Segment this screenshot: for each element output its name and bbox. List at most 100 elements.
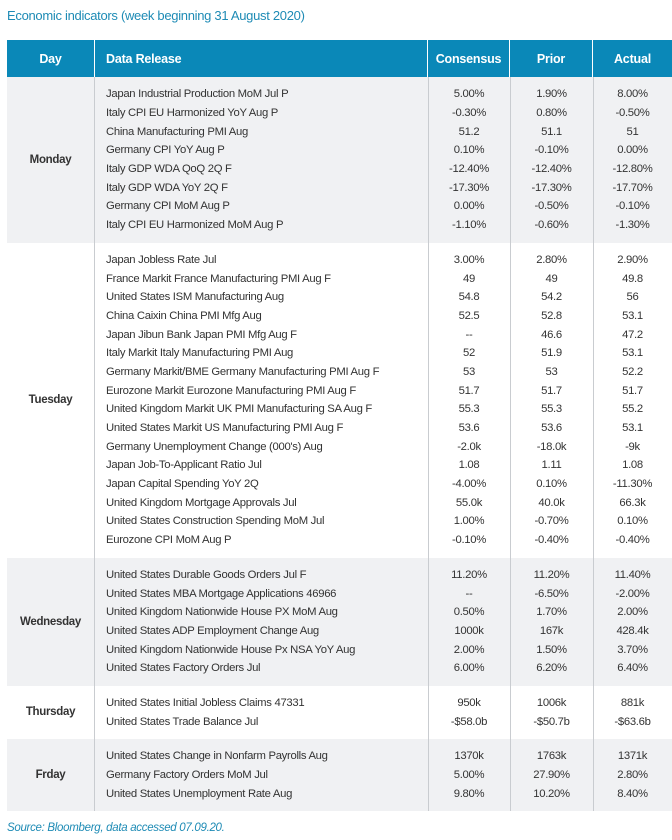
table-header: Day Data Release Consensus Prior Actual — [7, 40, 672, 77]
prior-cell: 1.50% — [536, 643, 567, 656]
consensus-cell: -12.40% — [449, 163, 489, 176]
actual-cell: 51.7 — [622, 384, 643, 397]
data-release-cell: Eurozone CPI MoM Aug P — [106, 534, 232, 547]
data-release-cell: United States Change in Nonfarm Payrolls… — [106, 750, 328, 763]
data-release-cell: Japan Jibun Bank Japan PMI Mfg Aug F — [106, 328, 297, 341]
data-release-cell: Germany CPI YoY Aug P — [106, 144, 225, 157]
day-label: Tuesday — [7, 242, 95, 558]
column-divider — [510, 739, 511, 812]
prior-cell: -0.70% — [534, 515, 569, 528]
group-rows: Japan Industrial Production MoM Jul P 5.0… — [95, 77, 672, 243]
data-release-cell: Italy CPI EU Harmonized YoY Aug P — [106, 107, 278, 120]
actual-cell: 47.2 — [622, 328, 643, 341]
data-release-cell: United Kingdom Nationwide House Px NSA Y… — [106, 643, 356, 656]
actual-cell: 0.00% — [617, 144, 648, 157]
actual-cell: -12.80% — [612, 163, 653, 176]
data-release-cell: United Kingdom Mortgage Approvals Jul — [106, 496, 297, 509]
consensus-cell: -4.00% — [452, 478, 486, 491]
column-divider — [510, 77, 511, 243]
data-release-cell: United Kingdom Nationwide House PX MoM A… — [106, 606, 338, 619]
consensus-cell: -1.10% — [452, 219, 486, 232]
actual-cell: 428.4k — [616, 624, 649, 637]
table-row: United States Factory Orders Jul 6.00% 6.2… — [95, 659, 672, 678]
actual-cell: 2.00% — [617, 606, 648, 619]
table-row: Japan Jibun Bank Japan PMI Mfg Aug F -- 46… — [95, 325, 672, 344]
actual-cell: -2.00% — [615, 587, 650, 600]
consensus-cell: -17.30% — [449, 181, 489, 194]
prior-cell: 1.11 — [541, 459, 562, 472]
consensus-cell: -- — [465, 328, 473, 341]
column-divider — [593, 739, 594, 812]
data-release-cell: Japan Jobless Rate Jul — [106, 253, 217, 266]
prior-cell: 55.3 — [541, 403, 562, 416]
actual-cell: 2.90% — [617, 253, 648, 266]
consensus-cell: 51.2 — [458, 125, 480, 138]
consensus-cell: -0.30% — [452, 107, 486, 120]
column-divider — [510, 557, 511, 686]
column-divider — [428, 77, 429, 243]
header-prior: Prior — [510, 40, 593, 77]
actual-cell: -11.30% — [612, 478, 653, 491]
consensus-cell: 5.00% — [453, 769, 485, 782]
actual-cell: 51 — [626, 125, 639, 138]
prior-cell: -0.50% — [534, 200, 569, 213]
table-row: Germany CPI MoM Aug P 0.00% -0.50% -0.10% — [95, 197, 672, 216]
prior-cell: -$50.7b — [533, 715, 570, 728]
actual-cell: -1.30% — [615, 219, 650, 232]
group-rows: United States Initial Jobless Claims 473… — [95, 685, 672, 739]
actual-cell: 6.40% — [617, 662, 648, 675]
data-release-cell: Eurozone Markit Eurozone Manufacturing P… — [106, 384, 356, 397]
table-row: United States Trade Balance Jul -$58.0b -$… — [95, 712, 672, 731]
column-divider — [593, 242, 594, 558]
day-group-wednesday: Wednesday United States Durable Goods Ord… — [7, 557, 672, 686]
data-release-cell: United States Unemployment Rate Aug — [106, 787, 293, 800]
data-release-cell: United States Durable Goods Orders Jul F — [106, 568, 307, 581]
consensus-cell: 52 — [463, 347, 475, 360]
consensus-cell: 0.50% — [453, 606, 485, 619]
table-row: United States Markit US Manufacturing PM… — [95, 419, 672, 438]
day-label: Wednesday — [7, 557, 95, 686]
group-rows: United States Durable Goods Orders Jul F… — [95, 557, 672, 686]
actual-cell: 53.1 — [622, 422, 643, 435]
consensus-cell: 950k — [457, 696, 481, 709]
data-release-cell: Japan Capital Spending YoY 2Q — [106, 478, 259, 491]
consensus-cell: 11.20% — [451, 568, 487, 581]
column-divider — [593, 77, 594, 243]
data-release-cell: Italy GDP WDA YoY 2Q F — [106, 181, 228, 194]
source-note: Source: Bloomberg, data accessed 07.09.2… — [7, 822, 225, 834]
prior-cell: 51.1 — [541, 125, 562, 138]
table-row: United States Construction Spending MoM … — [95, 512, 672, 531]
consensus-cell: 0.10% — [453, 144, 485, 157]
table-row: China Caixin China PMI Mfg Aug 52.5 52.8 53… — [95, 307, 672, 326]
actual-cell: 8.00% — [617, 88, 648, 101]
table-row: United States Durable Goods Orders Jul F… — [95, 566, 672, 585]
prior-cell: 1763k — [536, 750, 567, 763]
table-row: United States Unemployment Rate Aug 9.80%… — [95, 784, 672, 803]
consensus-cell: -- — [465, 587, 473, 600]
data-release-cell: United States MBA Mortgage Applications … — [106, 587, 337, 600]
prior-cell: 27.90% — [533, 769, 570, 782]
prior-cell: 49 — [545, 272, 558, 285]
data-release-cell: Italy Markit Italy Manufacturing PMI Aug — [106, 347, 294, 360]
actual-cell: 52.2 — [622, 365, 643, 378]
actual-cell: 11.40% — [614, 568, 651, 581]
consensus-cell: 49 — [463, 272, 475, 285]
table-row: United Kingdom Mortgage Approvals Jul 55.… — [95, 493, 672, 512]
day-group-thursday: Thursday United States Initial Jobless Cl… — [7, 685, 672, 739]
column-divider — [510, 685, 511, 739]
actual-cell: -0.40% — [615, 534, 650, 547]
table-row: Japan Capital Spending YoY 2Q -4.00% 0.10%… — [95, 475, 672, 494]
prior-cell: 40.0k — [538, 496, 565, 509]
consensus-cell: 52.5 — [458, 309, 480, 322]
day-group-monday: Monday Japan Industrial Production MoM Ju… — [7, 77, 672, 243]
prior-cell: 0.10% — [536, 478, 567, 491]
actual-cell: 53.1 — [622, 309, 643, 322]
prior-cell: -17.30% — [531, 181, 572, 194]
data-release-cell: Germany CPI MoM Aug P — [106, 200, 230, 213]
prior-cell: 1.70% — [536, 606, 567, 619]
header-data-release: Data Release — [95, 40, 428, 77]
data-release-cell: Germany Markit/BME Germany Manufacturing… — [106, 365, 380, 378]
actual-cell: -17.70% — [612, 181, 653, 194]
day-label: Thursday — [7, 685, 95, 739]
consensus-cell: 2.00% — [453, 643, 485, 656]
